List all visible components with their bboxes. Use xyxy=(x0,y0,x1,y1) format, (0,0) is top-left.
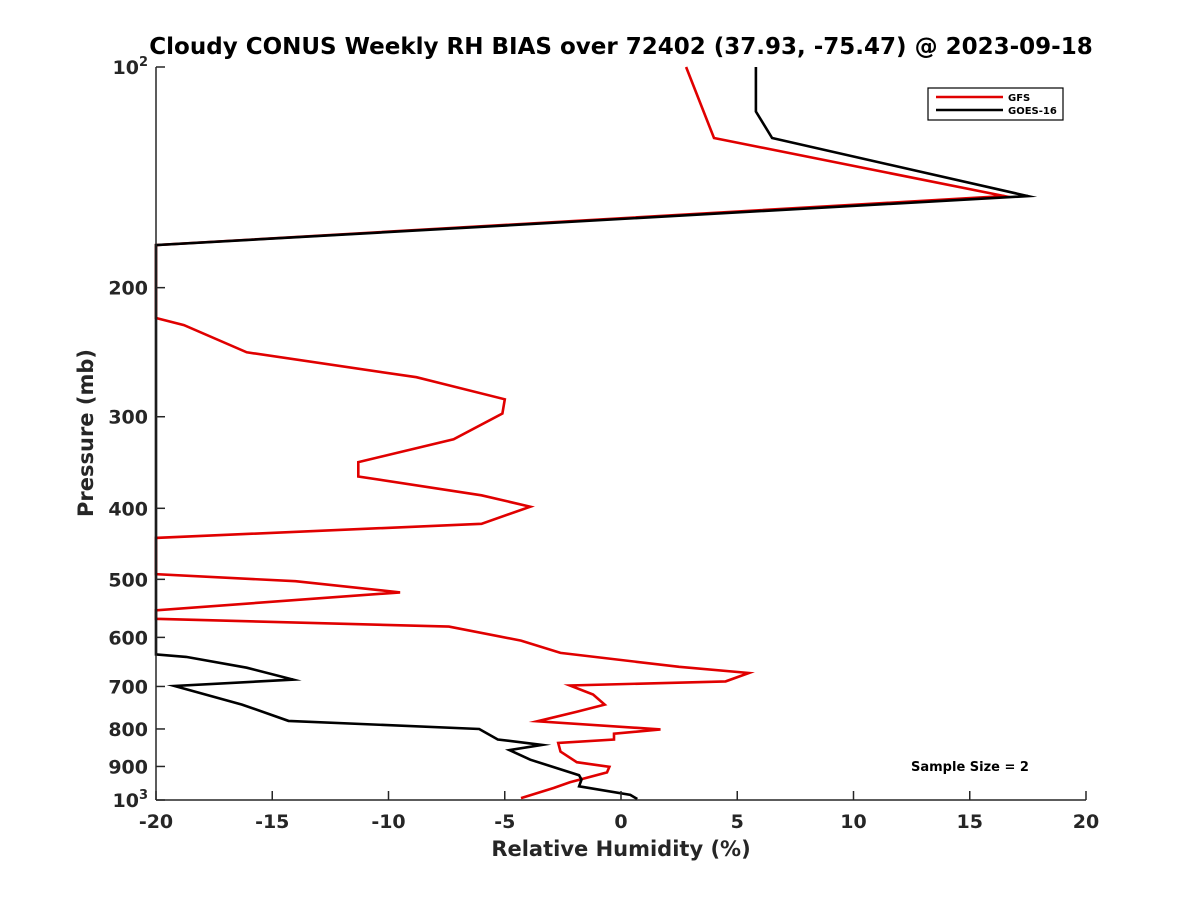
x-tick-label: 10 xyxy=(840,811,866,833)
y-axis-ticks: 102 200 300 400 500 600 700 800 900 103 xyxy=(108,55,165,812)
sample-size-annotation: Sample Size = 2 xyxy=(911,760,1029,775)
x-tick-label: -15 xyxy=(255,811,289,833)
y-tick-label: 300 xyxy=(108,407,148,429)
legend-label-gfs: GFS xyxy=(1008,93,1030,104)
y-tick-label: 600 xyxy=(108,627,148,649)
plot-area xyxy=(156,67,1086,800)
y-tick-label: 400 xyxy=(108,498,148,520)
y-tick-label: 200 xyxy=(108,278,148,300)
x-tick-label: -20 xyxy=(139,811,173,833)
series-line-gfs xyxy=(154,66,1015,800)
legend: GFS GOES-16 xyxy=(927,87,1064,121)
x-tick-label: -10 xyxy=(371,811,405,833)
y-tick-label: 500 xyxy=(108,569,148,591)
series-line-goes-16 xyxy=(154,67,1038,801)
y-tick-label: 103 xyxy=(113,788,149,812)
series-layer xyxy=(154,66,1038,801)
chart-title: Cloudy CONUS Weekly RH BIAS over 72402 (… xyxy=(149,34,1092,60)
legend-box xyxy=(927,87,1064,121)
x-tick-label: 5 xyxy=(731,811,744,833)
x-tick-label: -5 xyxy=(494,811,515,833)
y-tick-label: 900 xyxy=(108,756,148,778)
y-tick-label: 700 xyxy=(108,676,148,698)
x-axis-ticks: -20 -15 -10 -5 0 5 10 15 20 xyxy=(139,791,1099,833)
y-axis-label: Pressure (mb) xyxy=(74,349,98,517)
x-tick-label: 20 xyxy=(1073,811,1099,833)
x-tick-label: 0 xyxy=(614,811,627,833)
y-tick-label: 800 xyxy=(108,719,148,741)
y-tick-label: 102 xyxy=(113,55,149,79)
x-tick-label: 15 xyxy=(957,811,983,833)
x-axis-label: Relative Humidity (%) xyxy=(491,837,750,861)
legend-label-goes-16: GOES-16 xyxy=(1008,106,1057,117)
